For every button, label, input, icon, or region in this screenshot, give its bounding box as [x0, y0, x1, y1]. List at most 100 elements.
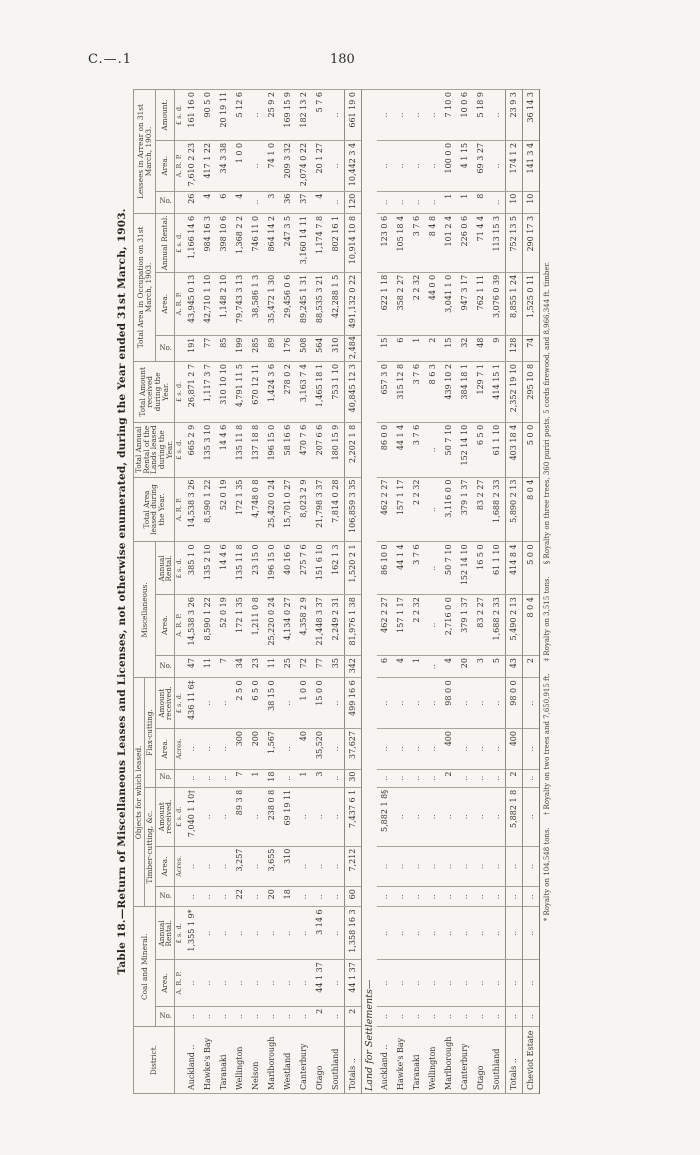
value-cell: .. [393, 140, 410, 192]
value-cell: 4,748 0 8 [248, 477, 265, 542]
value-cell: .. [200, 728, 217, 770]
value-cell: .. [441, 959, 458, 1007]
value-cell: A. R. P. [174, 594, 185, 656]
column-header: No. [155, 191, 175, 214]
value-cell: 176 [280, 335, 297, 362]
value-cell: .. [393, 787, 410, 847]
value-cell: 172 1 35 [232, 477, 249, 542]
value-cell: .. [184, 1006, 201, 1027]
value-cell: 1,211 0 8 [248, 594, 265, 656]
value-cell: .. [409, 89, 426, 141]
value-cell: 7 10 0 [441, 89, 458, 141]
district-row: Marlborough...... 20 3,655 238 0 8 18 1,567 38… [264, 89, 281, 1094]
value-cell: 7 [232, 769, 249, 788]
value-cell: 20 19 11 [216, 89, 233, 141]
document-reference: C.—.1 [88, 52, 133, 67]
value-cell: .. [425, 959, 442, 1007]
section-header-row: Land for Settlements— [361, 89, 378, 1094]
value-cell: .. [425, 655, 442, 678]
column-header: Miscellaneous. [133, 541, 156, 678]
value-cell: 400 [441, 728, 458, 770]
column-header: Total Amount received during the Year. [133, 361, 175, 423]
value-cell: 25,220 0 24 [264, 594, 281, 656]
value-cell: 52 0 19 [216, 594, 233, 656]
value-cell: .. [296, 959, 313, 1007]
value-cell: .. [216, 846, 233, 887]
value-cell: 417 1 22 [200, 140, 217, 192]
column-header: Total Area in Occupation on 31st March, … [133, 213, 156, 362]
value-cell: .. [489, 959, 506, 1007]
district-row: Canterbury.................. 20 379 1 37 15… [457, 89, 474, 1094]
value-cell: .. [441, 787, 458, 847]
value-cell: 10,442 3 4 [344, 140, 362, 192]
value-cell: 1,525 0 11 [522, 272, 540, 336]
value-cell: .. [409, 191, 426, 214]
value-cell: 135 3 10 [200, 422, 217, 478]
value-cell: 290 17 3 [522, 213, 540, 273]
value-cell: 4 1 15 [457, 140, 474, 192]
value-cell: .. [200, 906, 217, 960]
value-cell: .. [280, 1006, 297, 1027]
value-cell: .. [393, 769, 410, 788]
value-cell: 90 5 0 [200, 89, 217, 141]
value-cell: .. [522, 886, 540, 907]
value-cell: .. [296, 846, 313, 887]
value-cell: 300 [232, 728, 249, 770]
value-cell: 74 [522, 335, 540, 362]
district-cell [174, 1026, 185, 1094]
value-cell: 622 1 18 [377, 272, 394, 336]
value-cell: .. [441, 886, 458, 907]
value-cell: 4,358 2 9 [296, 594, 313, 656]
value-cell: .. [425, 787, 442, 847]
district-cell: Totals .. [344, 1026, 362, 1094]
value-cell: 226 0 6 [457, 213, 474, 273]
value-cell: .. [425, 541, 442, 595]
value-cell: 3,257 [232, 846, 249, 887]
value-cell: 8 [473, 191, 490, 214]
value-cell: 22 [232, 886, 249, 907]
value-cell: .. [473, 769, 490, 788]
column-header: No. [155, 886, 175, 907]
value-cell: 11 [200, 655, 217, 678]
value-cell: .. [200, 846, 217, 887]
value-cell: 2 [344, 1006, 362, 1027]
value-cell: 2,352 19 10 [505, 361, 523, 423]
value-cell: .. [505, 1006, 523, 1027]
district-cell: Otago [473, 1026, 490, 1094]
value-cell: .. [489, 728, 506, 770]
value-cell: .. [328, 769, 345, 788]
value-cell: 43,945 0 13 [184, 272, 201, 336]
value-cell: 151 6 10 [312, 541, 329, 595]
value-cell: £ s. d. [174, 541, 185, 595]
value-cell: 74 1 0 [264, 140, 281, 192]
district-row: Southland.................. 35 2,249 2 31 1… [328, 89, 345, 1094]
value-cell: 1,567 [264, 728, 281, 770]
column-header: Area. [155, 846, 175, 887]
value-cell: .. [377, 140, 394, 192]
value-cell: .. [328, 906, 345, 960]
value-cell: 79,743 3 13 [232, 272, 249, 336]
value-cell: 199 [232, 335, 249, 362]
value-cell: 3,116 0 0 [441, 477, 458, 542]
value-cell: 6 5 0 [473, 422, 490, 478]
value-cell: 58 16 6 [280, 422, 297, 478]
value-cell: 2,716 0 0 [441, 594, 458, 656]
value-cell: 123 0 6 [377, 213, 394, 273]
value-cell: 762 1 11 [473, 272, 490, 336]
value-cell: .. [409, 769, 426, 788]
value-cell: .. [473, 677, 490, 729]
value-cell: 26 [184, 191, 201, 214]
value-cell: .. [280, 959, 297, 1007]
value-cell: .. [441, 846, 458, 887]
value-cell: .. [473, 886, 490, 907]
district-cell: Wellington [232, 1026, 249, 1094]
value-cell: 3,076 0 39 [489, 272, 506, 336]
value-cell: .. [425, 422, 442, 478]
value-cell: .. [200, 677, 217, 729]
value-cell: .. [393, 906, 410, 960]
value-cell: .. [473, 728, 490, 770]
value-cell: 172 1 35 [232, 594, 249, 656]
value-cell: 1,355 1 9* [184, 906, 201, 960]
value-cell: 864 14 2 [264, 213, 281, 273]
